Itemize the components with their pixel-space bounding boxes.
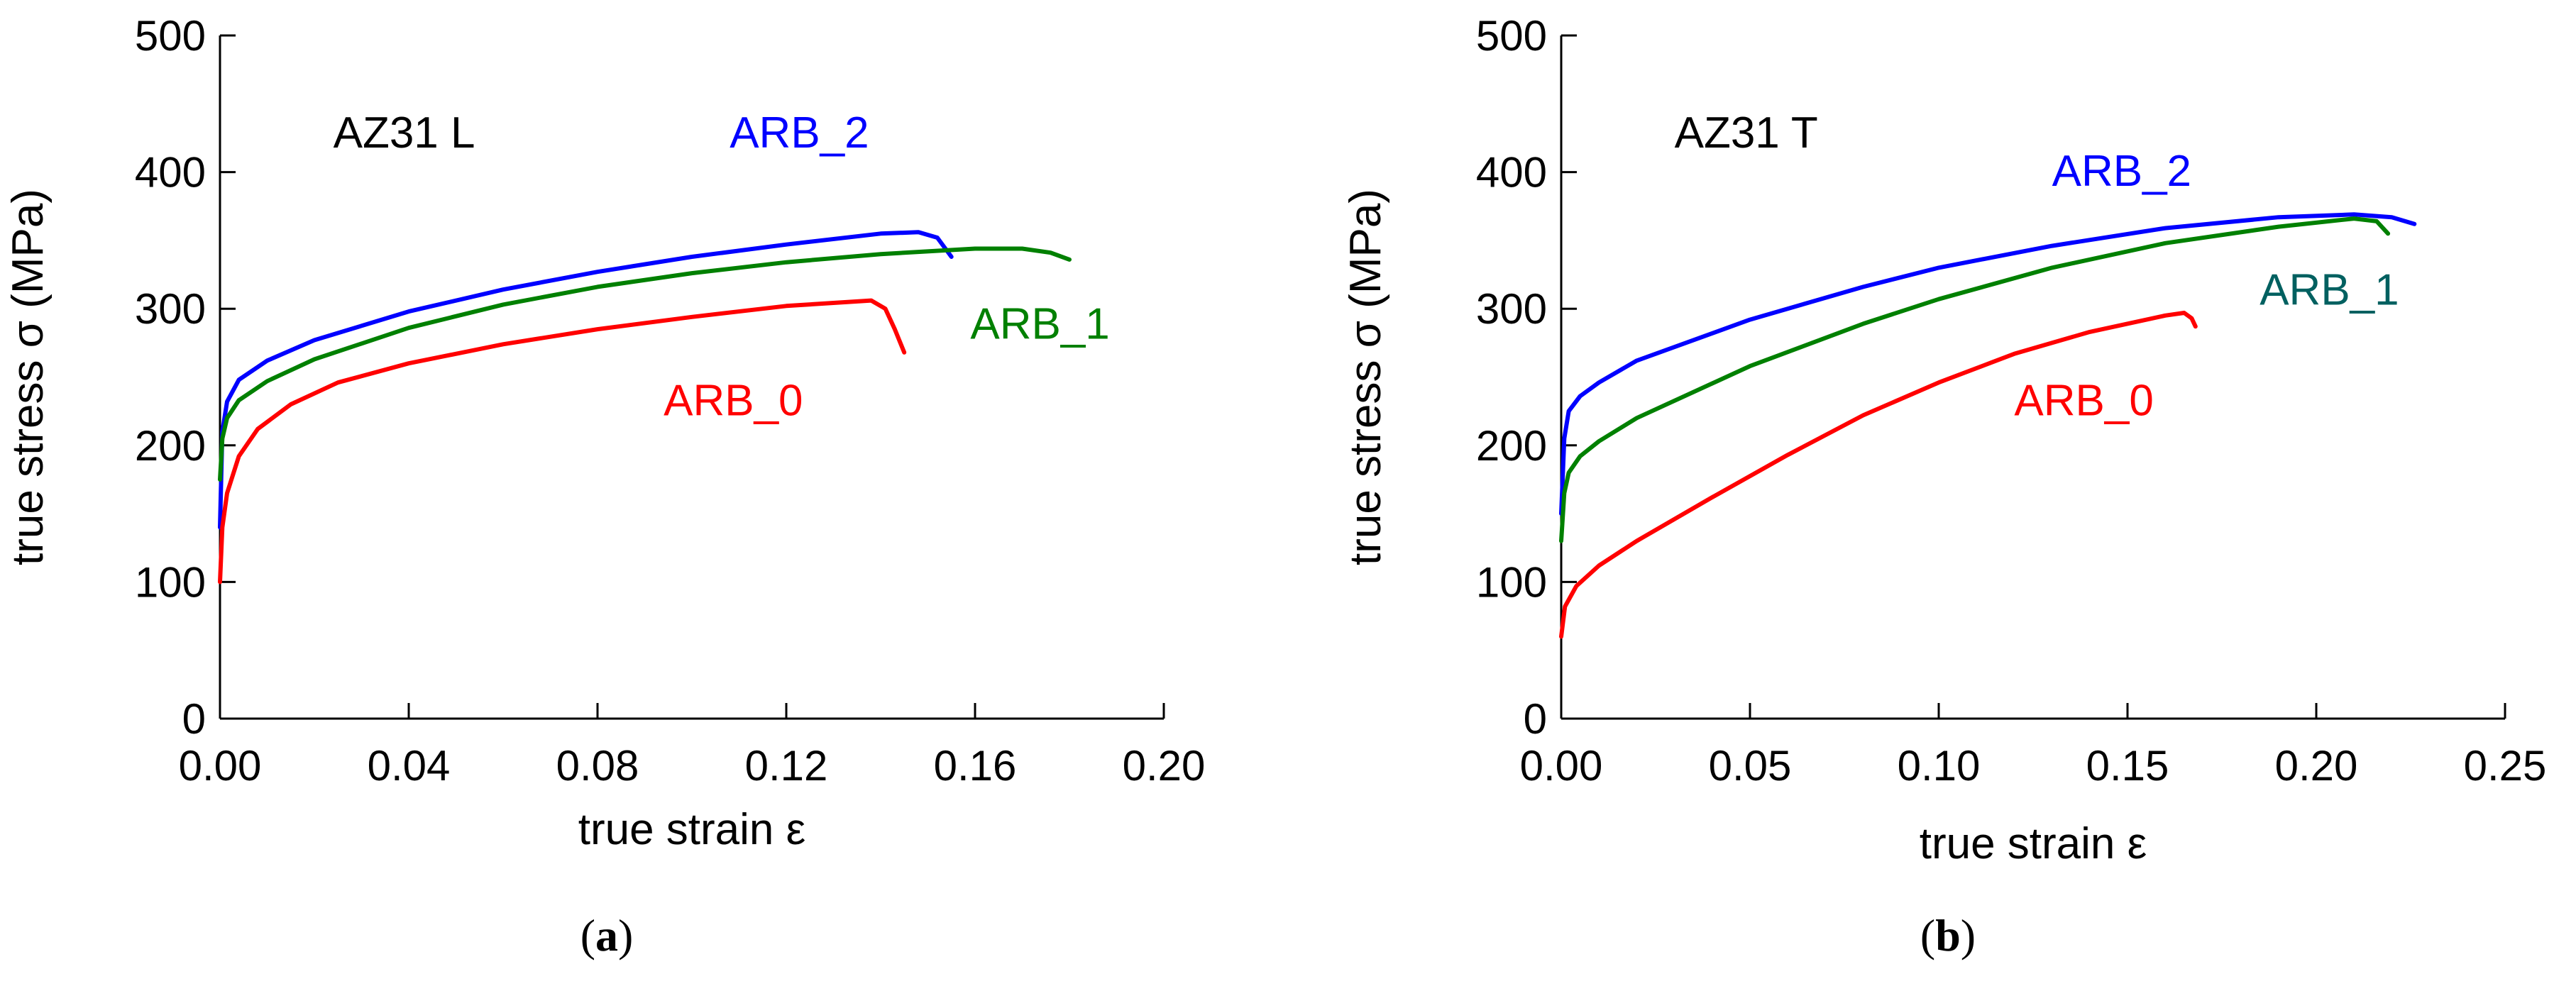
panel-label: (b) — [1920, 910, 1976, 960]
y-tick-label: 400 — [135, 149, 206, 196]
y-tick-label: 200 — [135, 422, 206, 470]
x-tick-label: 0.00 — [179, 742, 262, 790]
x-tick-label: 0.00 — [1520, 742, 1603, 790]
x-tick-label: 0.08 — [556, 742, 639, 790]
y-tick-label: 400 — [1476, 149, 1547, 196]
chart-annotation: AZ31 L — [334, 109, 475, 157]
series-line-arb-2 — [1559, 212, 2417, 516]
series-label-arb-0: ARB_0 — [2014, 376, 2153, 425]
panel-label-part: ( — [580, 910, 595, 960]
x-tick-label: 0.20 — [1123, 742, 1206, 790]
y-axis-title: true stress σ (MPa) — [1341, 189, 1390, 565]
panel-label-part: ( — [1920, 910, 1935, 960]
x-tick-label: 0.12 — [745, 742, 828, 790]
series-label-arb-1: ARB_1 — [2259, 265, 2399, 314]
x-tick-label: 0.25 — [2464, 742, 2547, 790]
panel-label: (a) — [580, 910, 634, 960]
series-line-arb-0 — [218, 298, 907, 585]
y-tick-label: 200 — [1476, 422, 1547, 470]
series-label-arb-2: ARB_2 — [730, 109, 869, 157]
x-tick-label: 0.15 — [2086, 742, 2169, 790]
panel-label-part: ) — [1961, 910, 1976, 960]
y-axis-title: true stress σ (MPa) — [4, 189, 53, 565]
x-tick-label: 0.05 — [1709, 742, 1792, 790]
panel-label-part: b — [1935, 910, 1961, 960]
x-tick-label: 0.04 — [368, 742, 451, 790]
x-axis-title: true strain ε — [1920, 819, 2147, 868]
x-tick-label: 0.20 — [2275, 742, 2358, 790]
y-tick-label: 300 — [135, 285, 206, 333]
series-line-arb-1 — [218, 246, 1072, 482]
y-tick-label: 0 — [1524, 695, 1547, 743]
y-tick-label: 100 — [135, 558, 206, 606]
x-tick-label: 0.10 — [1898, 742, 1981, 790]
y-tick-label: 300 — [1476, 285, 1547, 333]
panel-label-part: ) — [618, 910, 633, 960]
y-tick-label: 100 — [1476, 558, 1547, 606]
x-tick-label: 0.16 — [934, 742, 1017, 790]
y-tick-label: 500 — [1476, 12, 1547, 60]
y-tick-label: 500 — [135, 12, 206, 60]
series-label-arb-2: ARB_2 — [2052, 147, 2191, 196]
series-label-arb-0: ARB_0 — [664, 376, 803, 425]
chart-panel-a: 0 100 200 300 400 500 0.00 0.04 0.08 0.12 0.16 0.20… — [4, 12, 1205, 960]
panel-label-part: a — [595, 910, 618, 960]
series-line-arb-2 — [218, 230, 954, 530]
y-tick-label: 0 — [182, 695, 206, 743]
series-line-arb-0 — [1559, 311, 2198, 639]
series-line-arb-1 — [1559, 216, 2391, 543]
x-axis-title: true strain ε — [578, 805, 806, 854]
chart-panel-b: 0 100 200 300 400 500 0.00 0.05 0.10 0.15 0.20 0.25… — [1341, 12, 2546, 960]
series-label-arb-1: ARB_1 — [970, 300, 1109, 349]
chart-annotation: AZ31 T — [1675, 109, 1818, 157]
